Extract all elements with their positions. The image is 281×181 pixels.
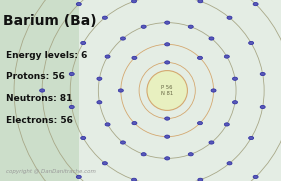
Ellipse shape: [81, 41, 86, 45]
Text: Barium (Ba): Barium (Ba): [3, 14, 96, 28]
Ellipse shape: [121, 37, 126, 40]
Ellipse shape: [105, 123, 110, 126]
Ellipse shape: [141, 25, 146, 28]
Ellipse shape: [224, 123, 229, 126]
Ellipse shape: [105, 55, 110, 58]
Ellipse shape: [165, 21, 170, 24]
Ellipse shape: [97, 77, 102, 80]
Ellipse shape: [224, 55, 229, 58]
Ellipse shape: [69, 72, 74, 76]
Ellipse shape: [249, 41, 254, 45]
Ellipse shape: [260, 72, 265, 76]
Ellipse shape: [132, 0, 137, 3]
Text: Neutrons: 81: Neutrons: 81: [6, 94, 72, 103]
Bar: [79, 0, 281, 181]
Ellipse shape: [253, 175, 258, 178]
Ellipse shape: [232, 101, 237, 104]
Text: P 56
N 81: P 56 N 81: [161, 85, 173, 96]
Ellipse shape: [132, 121, 137, 125]
Ellipse shape: [76, 175, 81, 178]
Ellipse shape: [165, 43, 170, 46]
Ellipse shape: [209, 141, 214, 144]
Text: Protons: 56: Protons: 56: [6, 72, 65, 81]
Ellipse shape: [69, 105, 74, 109]
Ellipse shape: [232, 77, 237, 80]
Ellipse shape: [165, 117, 170, 120]
Ellipse shape: [121, 141, 126, 144]
Ellipse shape: [141, 153, 146, 156]
Ellipse shape: [211, 89, 216, 92]
Ellipse shape: [97, 101, 102, 104]
Ellipse shape: [198, 0, 203, 3]
Ellipse shape: [40, 89, 45, 92]
Ellipse shape: [76, 3, 81, 6]
Ellipse shape: [118, 89, 123, 92]
Ellipse shape: [227, 16, 232, 19]
Text: Energy levels: 6: Energy levels: 6: [6, 51, 87, 60]
Ellipse shape: [198, 56, 203, 60]
Ellipse shape: [260, 105, 265, 109]
Ellipse shape: [165, 61, 170, 64]
Ellipse shape: [165, 157, 170, 160]
Text: Electrons: 56: Electrons: 56: [6, 116, 72, 125]
Ellipse shape: [165, 135, 170, 138]
Ellipse shape: [132, 178, 137, 181]
Ellipse shape: [198, 121, 203, 125]
Ellipse shape: [253, 3, 258, 6]
Ellipse shape: [102, 162, 107, 165]
Ellipse shape: [249, 136, 254, 140]
Ellipse shape: [81, 136, 86, 140]
Ellipse shape: [102, 16, 107, 19]
Ellipse shape: [209, 37, 214, 40]
Ellipse shape: [147, 71, 187, 110]
Ellipse shape: [132, 56, 137, 60]
Text: copyright @ DanDanitrache.com: copyright @ DanDanitrache.com: [6, 169, 96, 174]
Ellipse shape: [227, 162, 232, 165]
Ellipse shape: [188, 153, 193, 156]
Ellipse shape: [198, 178, 203, 181]
Ellipse shape: [188, 25, 193, 28]
